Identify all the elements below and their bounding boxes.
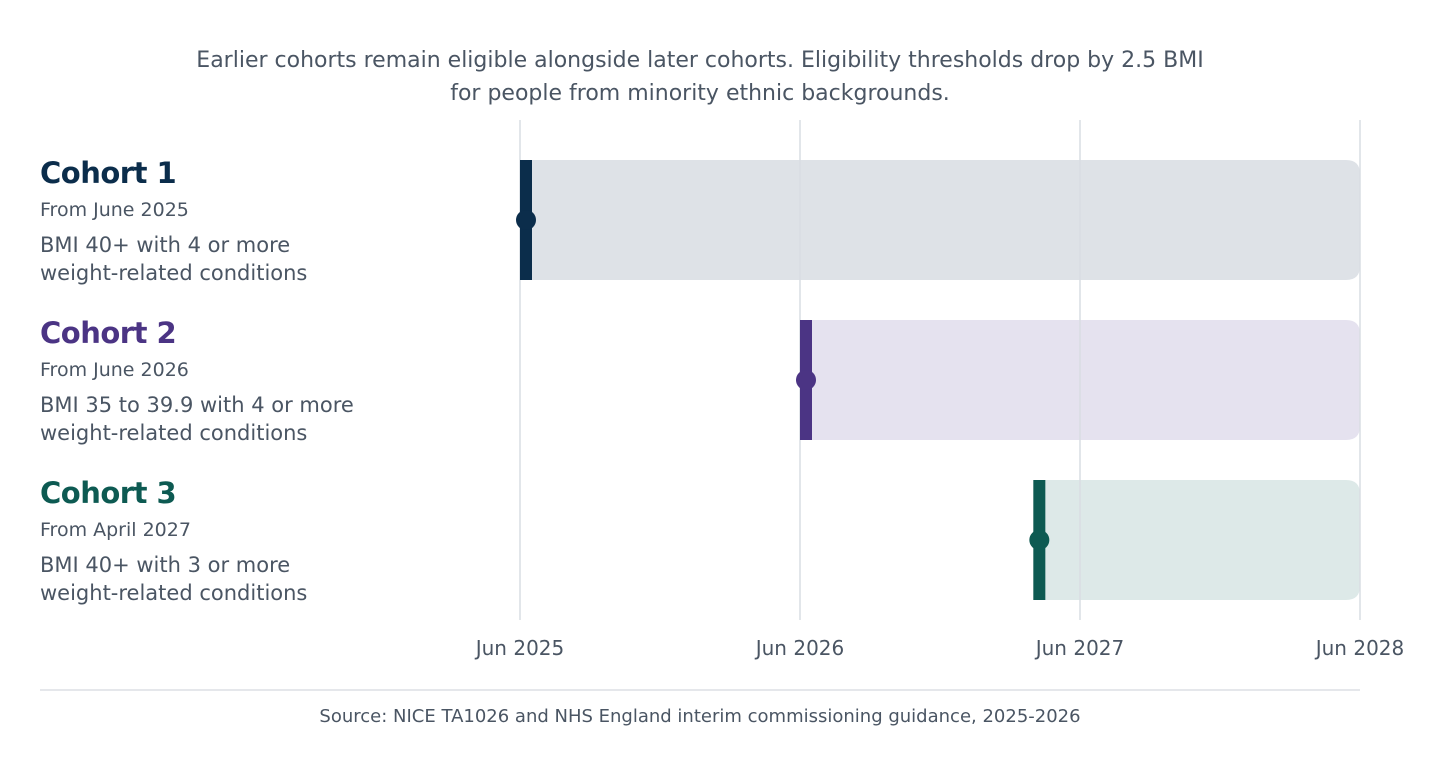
cohort-1-description: BMI 40+ with 4 or more weight-related co…	[40, 231, 480, 287]
cohort-3-description-line-2: weight-related conditions	[40, 581, 308, 605]
source-note: Source: NICE TA1026 and NHS England inte…	[319, 706, 1081, 727]
cohort-3-label: Cohort 3 From April 2027 BMI 40+ with 3 …	[40, 476, 480, 607]
footer-divider	[40, 689, 1360, 691]
subtitle-line-1: Earlier cohorts remain eligible alongsid…	[196, 48, 1204, 73]
cohort-1-description-line-2: weight-related conditions	[40, 261, 308, 285]
cohort-1-eligibility-bar	[520, 160, 1360, 280]
cohort-1-label: Cohort 1 From June 2025 BMI 40+ with 4 o…	[40, 156, 480, 287]
cohort-1-start-marker	[516, 210, 536, 230]
subtitle-line-2: for people from minority ethnic backgrou…	[450, 81, 950, 106]
cohort-2-start-marker	[796, 370, 816, 390]
cohort-2-description-line-1: BMI 35 to 39.9 with 4 or more	[40, 393, 354, 417]
x-tick-label-1: Jun 2025	[474, 636, 565, 660]
cohort-3-description: BMI 40+ with 3 or more weight-related co…	[40, 551, 480, 607]
x-tick-label-4: Jun 2028	[1314, 636, 1405, 660]
x-tick-label-3: Jun 2027	[1034, 636, 1125, 660]
cohort-1-description-line-1: BMI 40+ with 4 or more	[40, 233, 291, 257]
cohort-1-date: From June 2025	[40, 199, 189, 221]
cohort-3-description-line-1: BMI 40+ with 3 or more	[40, 553, 291, 577]
cohort-1-bar-group	[520, 160, 1360, 280]
chart-subtitle: Earlier cohorts remain eligible alongsid…	[0, 44, 1400, 110]
cohort-2-name: Cohort 2	[40, 316, 177, 350]
cohort-3-start-marker	[1029, 530, 1050, 550]
cohort-3-date: From April 2027	[40, 519, 191, 541]
cohort-2-description-line-2: weight-related conditions	[40, 421, 308, 445]
cohort-3-bar-group	[1033, 480, 1360, 600]
cohort-3-eligibility-bar	[1033, 480, 1360, 600]
cohort-2-date: From June 2026	[40, 359, 189, 381]
x-tick-label-2: Jun 2026	[754, 636, 845, 660]
cohort-2-label: Cohort 2 From June 2026 BMI 35 to 39.9 w…	[40, 316, 480, 447]
cohort-1-name: Cohort 1	[40, 156, 177, 190]
cohort-3-name: Cohort 3	[40, 476, 177, 510]
cohort-2-description: BMI 35 to 39.9 with 4 or more weight-rel…	[40, 391, 480, 447]
